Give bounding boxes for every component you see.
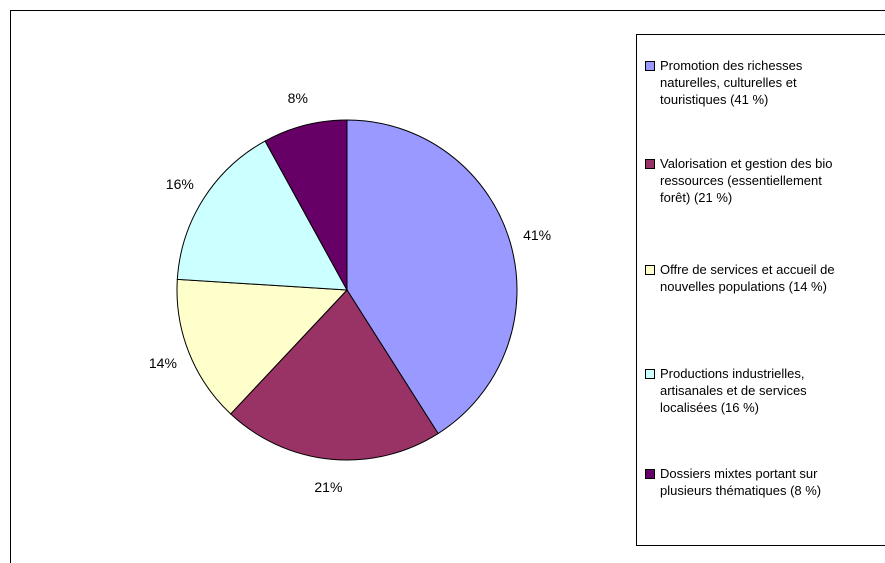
legend-label-5: Dossiers mixtes portant sur plusieurs th… bbox=[660, 466, 822, 498]
legend: Promotion des richesses naturelles, cult… bbox=[636, 34, 885, 546]
legend-swatch-2 bbox=[645, 159, 655, 169]
slice-data-label-4: 16% bbox=[166, 176, 194, 192]
legend-item-5: Dossiers mixtes portant sur plusieurs th… bbox=[645, 465, 885, 499]
legend-item-1: Promotion des richesses naturelles, cult… bbox=[645, 57, 885, 108]
legend-label-3: Offre de services et accueil de nouvelle… bbox=[660, 262, 835, 294]
legend-item-4: Productions industrielles, artisanales e… bbox=[645, 365, 885, 416]
legend-label-4: Productions industrielles, artisanales e… bbox=[660, 366, 807, 415]
legend-swatch-1 bbox=[645, 61, 655, 71]
legend-swatch-3 bbox=[645, 265, 655, 275]
legend-label-2: Valorisation et gestion des bio ressourc… bbox=[660, 156, 833, 205]
pie-slice-1 bbox=[346, 119, 518, 435]
legend-label-1: Promotion des richesses naturelles, cult… bbox=[660, 58, 803, 107]
slice-data-label-2: 21% bbox=[314, 479, 342, 495]
legend-item-2: Valorisation et gestion des bio ressourc… bbox=[645, 155, 885, 206]
pie-slice-3 bbox=[176, 278, 349, 415]
slice-data-label-1: 41% bbox=[523, 227, 551, 243]
chart-frame bbox=[10, 10, 885, 563]
legend-item-3: Offre de services et accueil de nouvelle… bbox=[645, 261, 885, 295]
pie-slice-5 bbox=[264, 119, 348, 291]
legend-swatch-5 bbox=[645, 469, 655, 479]
legend-swatch-4 bbox=[645, 369, 655, 379]
slice-data-label-5: 8% bbox=[288, 90, 308, 106]
pie-slice-2 bbox=[229, 289, 439, 461]
pie-slice-4 bbox=[176, 140, 348, 291]
slice-data-label-3: 14% bbox=[149, 355, 177, 371]
